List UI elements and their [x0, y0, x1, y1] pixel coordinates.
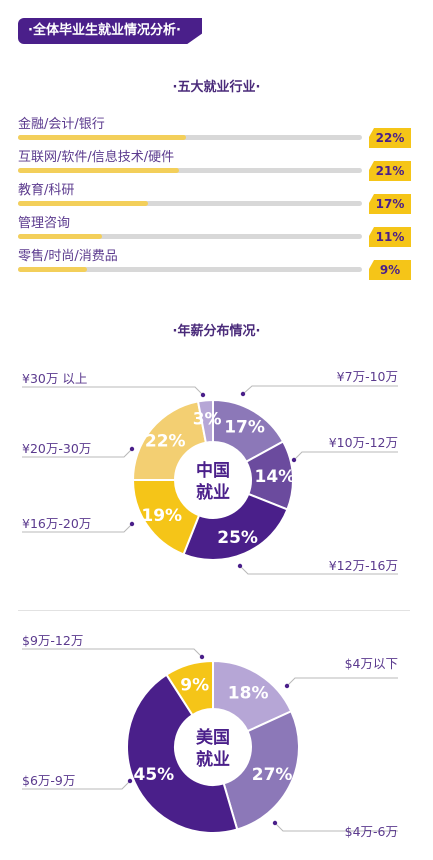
industry-percent-badge: 22%	[369, 128, 411, 148]
slice-percent-label: 19%	[141, 506, 182, 526]
industry-bar-track	[18, 234, 362, 239]
slice-category-label: $9万-12万	[22, 633, 83, 648]
donut-center	[177, 711, 249, 783]
industry-percent-badge: 21%	[369, 161, 411, 181]
slice-category-label: $4万-6万	[345, 824, 398, 839]
slice-percent-label: 45%	[134, 765, 175, 785]
donut-slice	[165, 659, 214, 717]
industry-bar-track	[18, 135, 362, 140]
industry-percent-badge: 17%	[369, 194, 411, 214]
slice-category-label: $4万以下	[345, 656, 398, 671]
slice-percent-label: 22%	[145, 431, 186, 451]
slice-percent-label: 3%	[193, 409, 222, 429]
leader-line	[242, 385, 398, 395]
industry-bar-track	[18, 201, 362, 206]
industry-bar-fill	[18, 135, 186, 140]
industry-percent-badge: 11%	[369, 227, 411, 247]
leader-dot	[284, 683, 290, 689]
leader-dot	[129, 446, 135, 452]
leader-line	[293, 451, 398, 461]
leader-dot	[127, 778, 133, 784]
donut-center-label: 美国	[196, 727, 230, 748]
leader-dot	[199, 654, 205, 660]
leader-line	[286, 677, 398, 687]
donut-slice	[182, 492, 289, 561]
donut-center-label: 中国	[196, 460, 230, 481]
leader-dot	[200, 392, 206, 398]
industry-bar-track	[18, 168, 362, 173]
slice-percent-label: 18%	[228, 683, 269, 703]
china-salary-donut: 17% ¥7万-10万 14% ¥10万-12万 25% ¥12万-16万 19% ¥16万-…	[22, 369, 398, 575]
industry-label: 教育/科研	[18, 183, 75, 198]
leader-dot	[237, 563, 243, 569]
leader-dot	[291, 457, 297, 463]
slice-category-label: ¥7万-10万	[337, 369, 398, 384]
industries-title: ·五大就业行业·	[172, 80, 261, 95]
slice-category-label: ¥30万 以上	[22, 371, 87, 386]
industry-bar-fill	[18, 201, 148, 206]
slice-category-label: ¥20万-30万	[22, 441, 91, 456]
slice-category-label: ¥10万-12万	[329, 435, 398, 450]
leader-dot	[272, 820, 278, 826]
page-title: ·全体毕业生就业情况分析·	[18, 18, 202, 44]
leader-line	[22, 523, 133, 533]
leader-dot	[240, 391, 246, 397]
industry-bar-fill	[18, 267, 87, 272]
leader-line	[22, 648, 203, 658]
donut-slice	[196, 398, 214, 444]
industry-label: 互联网/软件/信息技术/硬件	[18, 150, 175, 165]
donut-center-label: 就业	[196, 749, 230, 770]
leader-line	[274, 822, 398, 832]
slice-percent-label: 25%	[217, 528, 258, 548]
slice-category-label: ¥16万-20万	[22, 516, 91, 531]
donut-slice	[222, 709, 300, 831]
leader-line	[239, 565, 398, 575]
leader-line	[22, 780, 131, 790]
leader-line	[22, 386, 204, 396]
section-divider	[18, 610, 410, 611]
salary-title: ·年薪分布情况·	[172, 324, 261, 339]
leader-dot	[129, 521, 135, 527]
slice-percent-label: 9%	[180, 676, 209, 696]
slice-percent-label: 27%	[252, 765, 293, 785]
slice-category-label: ¥12万-16万	[329, 558, 398, 573]
slice-percent-label: 14%	[255, 467, 296, 487]
industry-label: 金融/会计/银行	[18, 117, 105, 132]
slice-percent-label: 17%	[224, 418, 265, 438]
industry-bar-fill	[18, 168, 179, 173]
industry-label: 管理咨询	[18, 216, 71, 231]
leader-line	[22, 448, 133, 458]
donut-slice	[126, 673, 239, 834]
donut-center-label: 就业	[196, 482, 230, 503]
donut-center	[177, 444, 249, 516]
industry-percent-badge: 9%	[369, 260, 411, 280]
industry-label: 零售/时尚/消费品	[18, 249, 118, 264]
industry-bar-track	[18, 267, 362, 272]
industry-bar-fill	[18, 234, 102, 239]
slice-category-label: $6万-9万	[22, 773, 75, 788]
